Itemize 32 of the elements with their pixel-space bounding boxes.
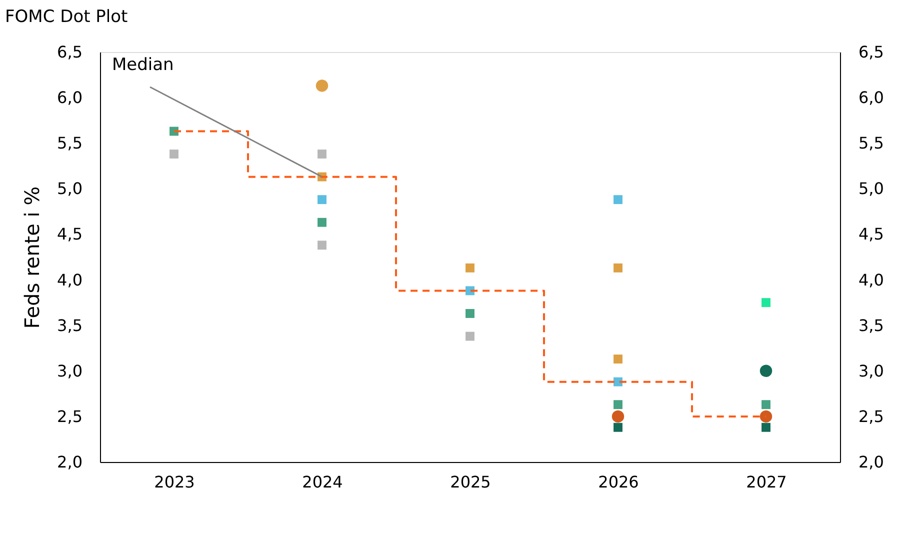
y-tick-label: 4,0 bbox=[57, 270, 82, 290]
y2-tick-label: 3,5 bbox=[858, 316, 884, 335]
y2-tick-label: 5,5 bbox=[858, 134, 884, 153]
y-tick-label: 3,5 bbox=[57, 316, 82, 335]
y2-tick-label: 6,0 bbox=[858, 88, 884, 108]
annotation: Median bbox=[112, 55, 174, 75]
y-tick-label: 2,5 bbox=[57, 406, 82, 426]
y-tick-label: 5,0 bbox=[57, 179, 82, 198]
y-tick-label: 2,0 bbox=[57, 452, 82, 472]
x-tick-label: 2026 bbox=[598, 472, 639, 492]
point bbox=[614, 263, 622, 272]
point bbox=[760, 410, 772, 423]
y2-tick-label: 2,0 bbox=[858, 452, 884, 472]
y2-tick-label: 4,0 bbox=[858, 270, 884, 290]
y2-tick-label: 4,5 bbox=[858, 224, 884, 244]
chart-title: FOMC Dot Plot bbox=[5, 7, 128, 27]
point bbox=[762, 298, 770, 308]
y-tick-label: 6,0 bbox=[57, 88, 82, 108]
y2-tick-label: 3,0 bbox=[858, 361, 884, 380]
x-tick-label: 2027 bbox=[746, 472, 787, 492]
y-tick-label: 3,0 bbox=[57, 361, 82, 380]
y-axis-title: Feds rente i % bbox=[20, 186, 44, 329]
x-tick-label: 2025 bbox=[450, 472, 491, 492]
y2-tick-label: 6,5 bbox=[858, 42, 884, 62]
y2-tick-label: 5,0 bbox=[858, 179, 884, 198]
point bbox=[614, 422, 622, 432]
x-tick-label: 2024 bbox=[302, 472, 343, 492]
y-tick-label: 4,5 bbox=[57, 224, 82, 244]
x-tick-label: 2023 bbox=[154, 472, 195, 492]
y-tick-label: 5,5 bbox=[57, 134, 82, 153]
y-tick-label: 6,5 bbox=[57, 42, 82, 62]
y2-tick-label: 2,5 bbox=[858, 406, 884, 426]
